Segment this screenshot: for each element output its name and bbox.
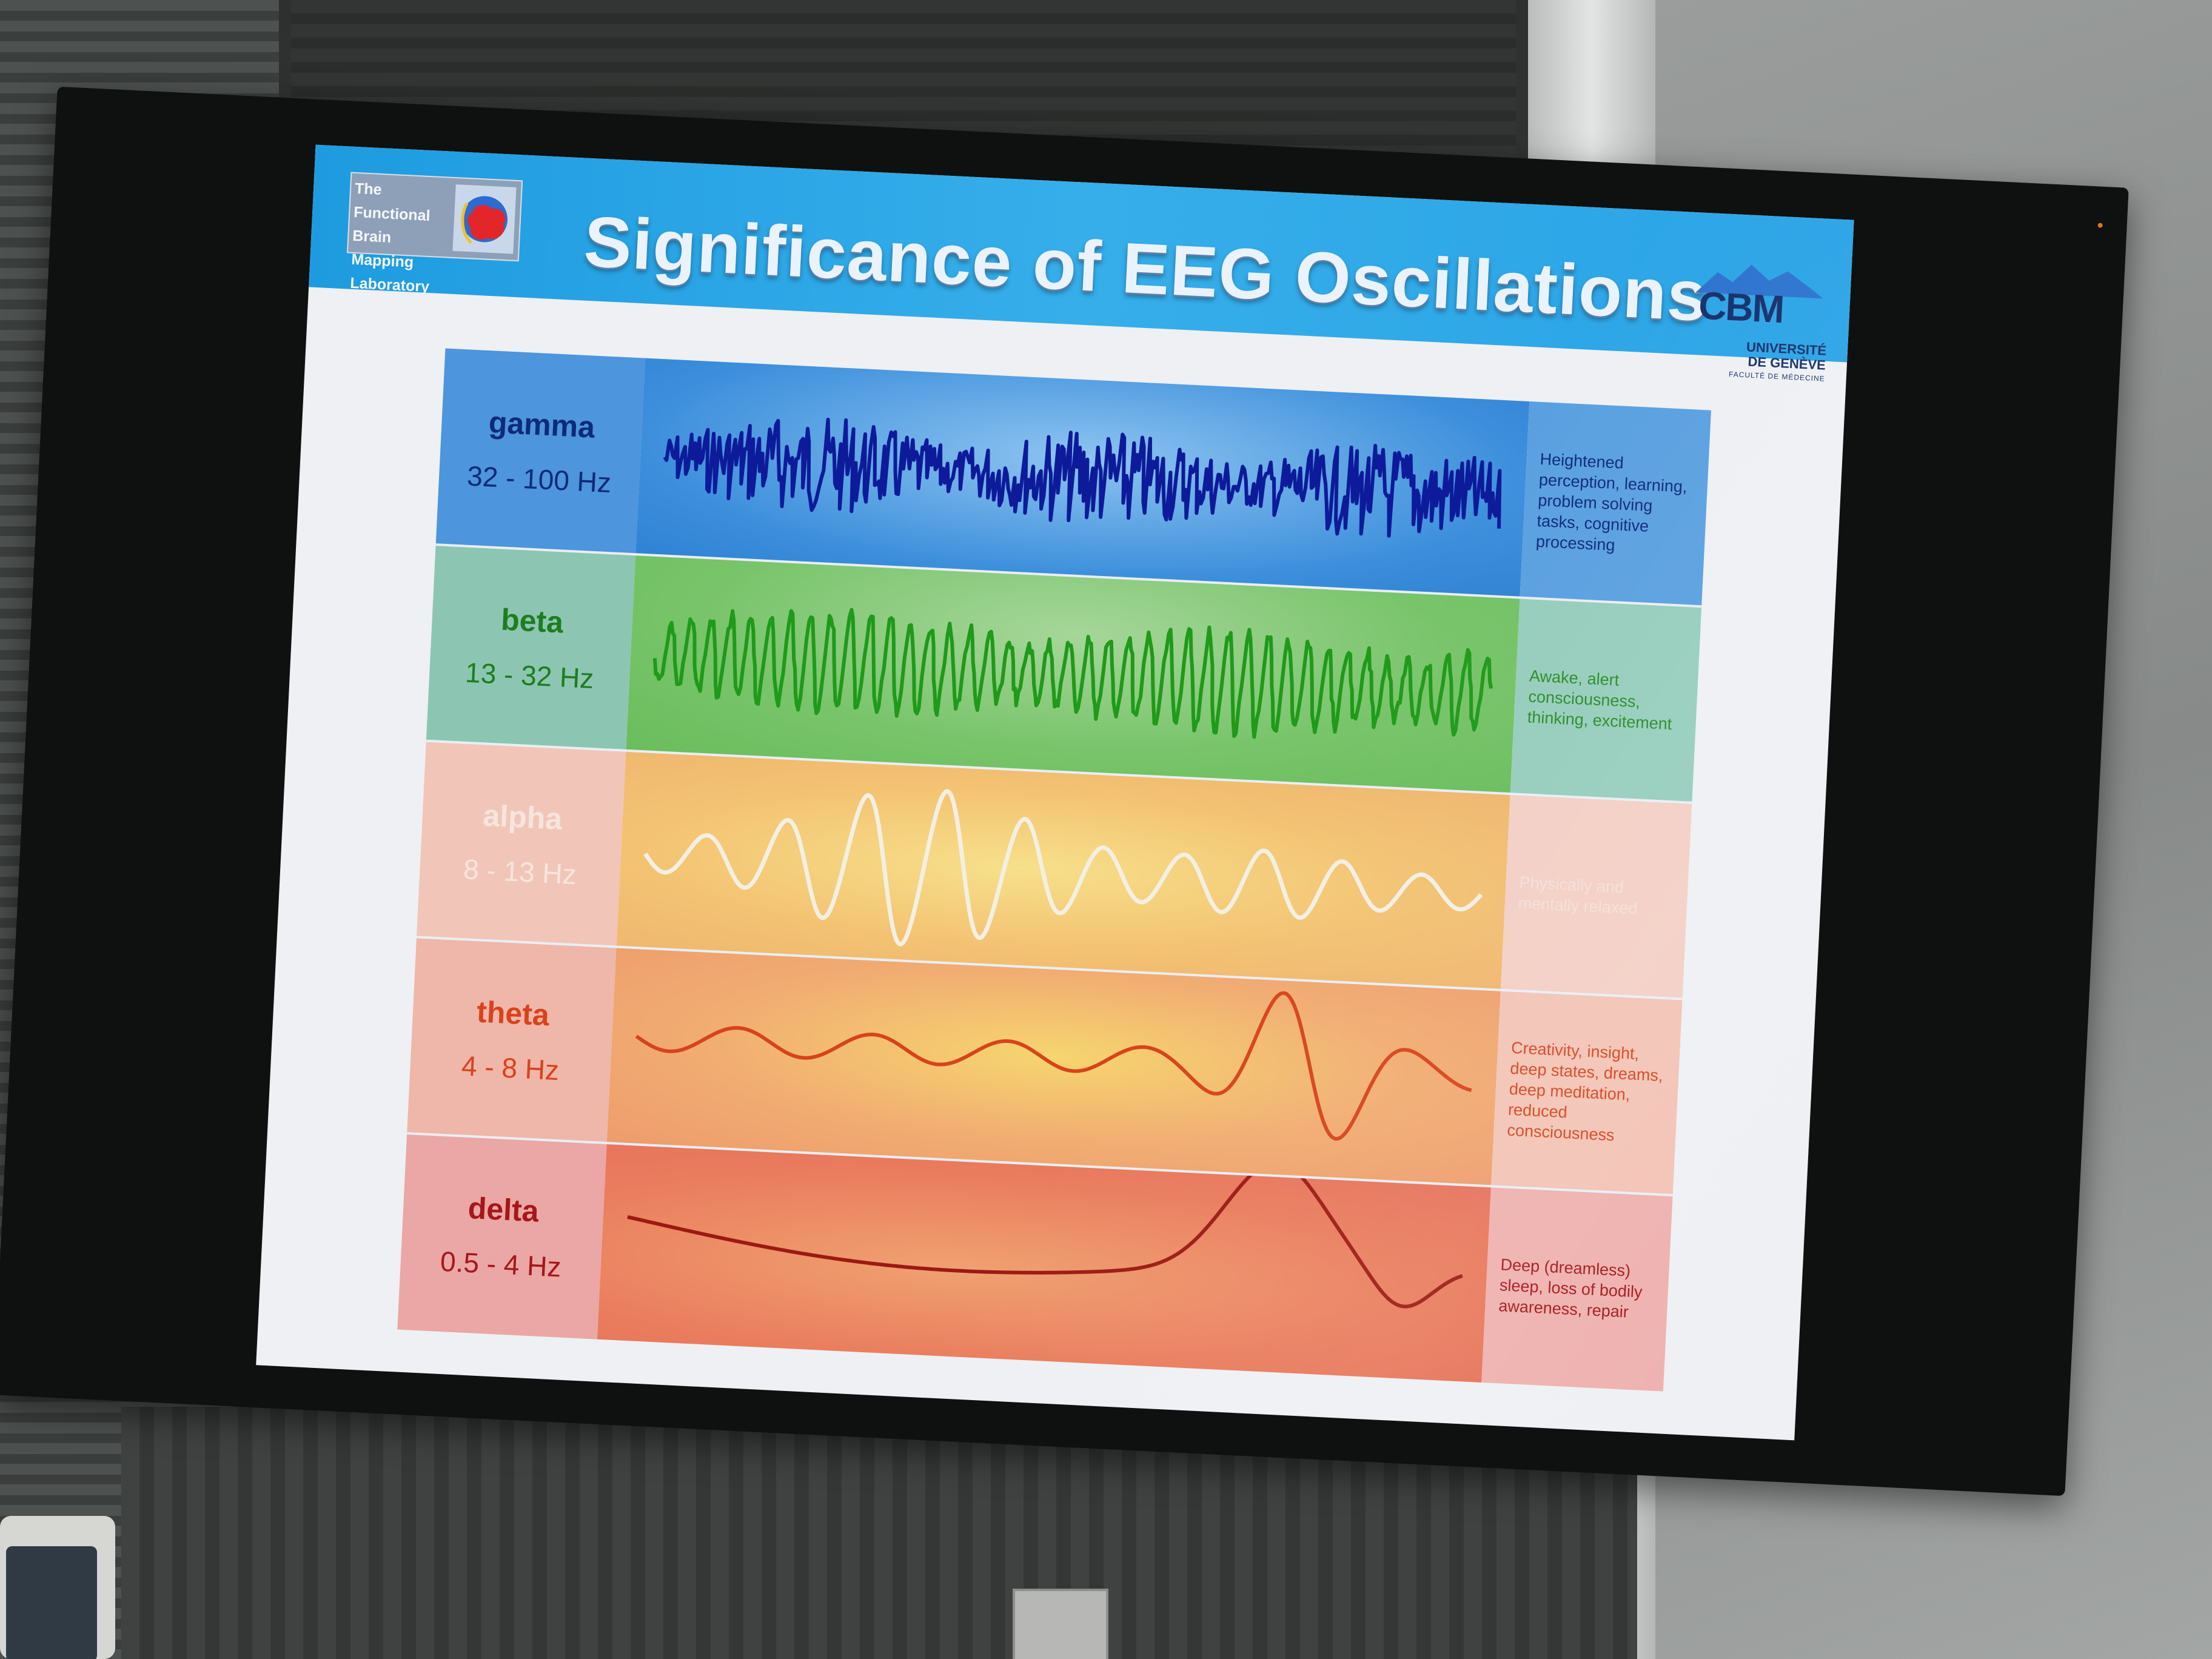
band-description: Awake, alert consciousness, thinking, ex… <box>1510 597 1702 803</box>
band-row-alpha: alpha 8 - 13 Hz Physically and mentally … <box>416 740 1692 999</box>
band-name: theta <box>475 994 551 1033</box>
lab-logo-line: Brain Mapping <box>350 227 414 271</box>
band-name: delta <box>467 1191 540 1228</box>
power-led <box>2097 223 2103 228</box>
band-frequency: 32 - 100 Hz <box>466 460 612 499</box>
band-row-beta: beta 13 - 32 Hz Awake, alert consciousne… <box>426 545 1702 803</box>
cbm-logo: CBM UNIVERSITÉ DE GENÈVE FACULTÉ DE MÉDE… <box>1686 256 1831 384</box>
band-frequency: 0.5 - 4 Hz <box>439 1245 562 1283</box>
brain-icon <box>452 184 517 254</box>
gamma-waveform <box>663 417 1502 538</box>
eeg-band-table: gamma 32 - 100 Hz Heightened perception,… <box>397 348 1711 1392</box>
band-waveform-cell <box>616 750 1510 990</box>
cbm-acronym: CBM <box>1697 283 1785 332</box>
band-frequency: 4 - 8 Hz <box>460 1050 560 1087</box>
band-frequency: 13 - 32 Hz <box>464 656 595 695</box>
band-description: Creativity, insight, deep states, dreams… <box>1491 990 1683 1196</box>
slide-header: The Functional Brain Mapping Laboratory … <box>309 144 1854 383</box>
band-waveform-cell <box>597 1143 1492 1383</box>
band-row-theta: theta 4 - 8 Hz Creativity, insight, deep… <box>407 937 1683 1196</box>
band-label-cell: delta 0.5 - 4 Hz <box>397 1133 607 1339</box>
wall-outlet <box>1013 1589 1108 1659</box>
delta-waveform <box>627 1160 1463 1309</box>
lab-logo-line: Laboratory <box>349 274 430 296</box>
lab-logo: The Functional Brain Mapping Laboratory <box>346 172 523 295</box>
band-row-delta: delta 0.5 - 4 Hz Deep (dreamless) sleep,… <box>397 1133 1673 1392</box>
band-row-gamma: gamma 32 - 100 Hz Heightened perception,… <box>435 348 1711 607</box>
band-name: gamma <box>488 405 596 444</box>
lab-logo-text: The Functional Brain Mapping Laboratory <box>350 177 446 300</box>
band-waveform-cell <box>635 358 1530 598</box>
band-waveform-cell <box>606 947 1501 1187</box>
alpha-waveform <box>643 789 1483 947</box>
band-description: Physically and mentally relaxed <box>1500 794 1692 999</box>
band-waveform-cell <box>626 554 1520 794</box>
presentation-slide: The Functional Brain Mapping Laboratory … <box>256 144 1854 1441</box>
band-label-cell: beta 13 - 32 Hz <box>426 545 636 751</box>
beta-waveform <box>652 608 1493 739</box>
band-description: Deep (dreamless) sleep, loss of bodily a… <box>1481 1186 1673 1392</box>
university-name: UNIVERSITÉ DE GENÈVE <box>1722 338 1827 372</box>
band-label-cell: theta 4 - 8 Hz <box>407 937 617 1144</box>
slide-title: Significance of EEG Oscillations <box>582 201 1710 337</box>
band-name: beta <box>500 602 565 640</box>
theta-waveform <box>635 991 1472 1141</box>
desk-device <box>0 1516 115 1659</box>
monitor: The Functional Brain Mapping Laboratory … <box>0 86 2129 1496</box>
band-frequency: 8 - 13 Hz <box>462 853 577 891</box>
band-label-cell: gamma 32 - 100 Hz <box>435 348 646 555</box>
band-description: Heightened perception, learning, problem… <box>1520 401 1711 607</box>
mountain-icon <box>1695 264 1823 299</box>
band-name: alpha <box>482 798 563 836</box>
lab-logo-line: The Functional <box>353 179 431 225</box>
band-label-cell: alpha 8 - 13 Hz <box>416 740 626 947</box>
